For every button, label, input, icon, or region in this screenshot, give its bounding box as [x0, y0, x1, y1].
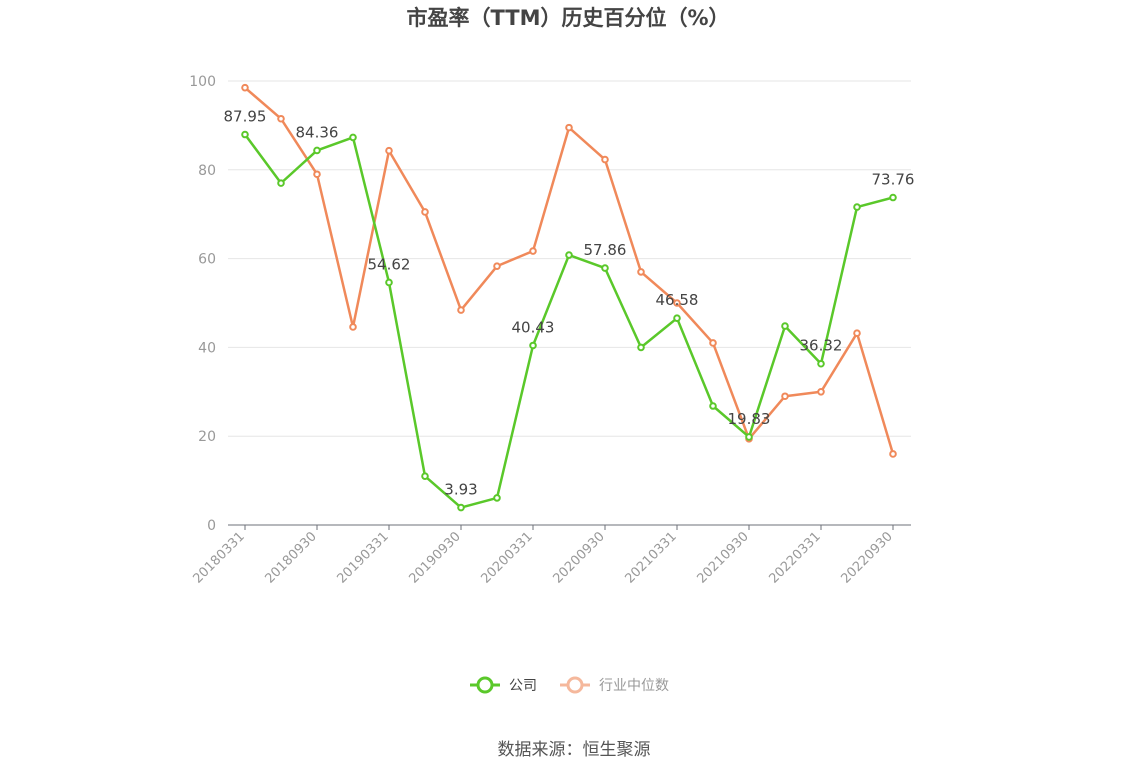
chart-title: 市盈率（TTM）历史百分位（%） — [406, 6, 729, 30]
point-company — [673, 314, 681, 322]
point-company — [565, 251, 573, 259]
point-company — [637, 343, 645, 352]
x-tick-label: 20220331 — [766, 529, 823, 586]
point-company — [313, 146, 321, 155]
data-label-company: 40.43 — [512, 318, 555, 336]
data-label-company: 73.76 — [872, 171, 915, 189]
point-industry — [457, 306, 465, 314]
point-company — [709, 402, 717, 410]
point-company — [853, 203, 861, 211]
data-label-company: 19.83 — [728, 410, 771, 428]
point-industry — [277, 114, 285, 123]
legend-label-company: 公司 — [509, 678, 537, 694]
data-label-company: 54.62 — [368, 255, 411, 273]
point-company — [529, 341, 537, 350]
data-source: 数据来源：恒生聚源 — [498, 740, 651, 760]
point-industry — [853, 329, 861, 337]
point-industry — [673, 299, 681, 307]
x-tick-label: 20180331 — [190, 529, 247, 586]
legend-marker-industry — [566, 676, 584, 694]
point-industry — [349, 323, 357, 331]
data-label-company: 3.93 — [444, 481, 477, 499]
point-industry — [421, 208, 429, 216]
y-tick-label: 100 — [189, 74, 216, 90]
x-tick-label: 20200331 — [478, 529, 535, 586]
data-label-company: 84.36 — [296, 123, 339, 141]
point-industry — [817, 388, 825, 396]
y-tick-label: 0 — [207, 518, 216, 534]
point-industry — [889, 450, 897, 458]
point-company — [385, 278, 393, 287]
point-industry — [529, 247, 537, 255]
y-tick-label: 40 — [198, 340, 216, 356]
x-tick-label: 20190930 — [406, 529, 463, 586]
y-tick-label: 80 — [198, 163, 216, 179]
legend-label-industry: 行业中位数 — [599, 678, 669, 694]
point-industry — [565, 123, 573, 132]
point-company — [781, 322, 789, 330]
legend-marker-company — [476, 676, 494, 694]
x-tick-label: 20210331 — [622, 529, 679, 586]
legend[interactable]: 公司 行业中位数 — [470, 676, 669, 694]
point-company — [601, 264, 609, 272]
data-label-company: 36.32 — [800, 337, 843, 355]
point-company — [277, 179, 285, 187]
point-company — [817, 359, 825, 368]
legend-item-industry[interactable]: 行业中位数 — [560, 676, 669, 694]
x-tick-label: 20200930 — [550, 529, 607, 586]
y-tick-label: 60 — [198, 252, 216, 268]
x-tick-label: 20190331 — [334, 529, 391, 586]
point-industry — [601, 155, 609, 164]
point-industry — [781, 392, 789, 401]
point-industry — [709, 339, 717, 347]
point-company — [745, 433, 753, 441]
legend-item-company[interactable]: 公司 — [470, 676, 537, 694]
series-line-company — [243, 133, 894, 509]
data-label-company: 46.58 — [656, 291, 699, 309]
y-axis: 0 20 40 60 80 100 — [189, 74, 216, 534]
point-industry — [637, 268, 645, 276]
x-tick-label: 20180930 — [262, 529, 319, 586]
point-company — [241, 130, 249, 139]
series-layer — [241, 83, 897, 512]
data-label-company: 57.86 — [584, 241, 627, 259]
y-tick-label: 20 — [198, 429, 216, 445]
x-tick-label: 20210930 — [694, 529, 751, 586]
point-company — [889, 193, 897, 202]
data-labels: 87.95 84.36 54.62 3.93 40.43 57.86 46.58 19.83 3… — [224, 108, 915, 499]
point-company — [457, 503, 465, 512]
point-industry — [241, 83, 249, 92]
point-company — [349, 133, 357, 142]
point-company — [421, 472, 429, 480]
point-industry — [385, 146, 393, 155]
data-label-company: 87.95 — [224, 108, 267, 126]
point-company — [493, 494, 501, 502]
point-industry — [493, 262, 501, 270]
x-axis: 20180331 20180930 20190331 20190930 20200331… — [190, 524, 911, 587]
x-tick-label: 20220930 — [838, 529, 895, 586]
point-industry — [313, 170, 321, 179]
